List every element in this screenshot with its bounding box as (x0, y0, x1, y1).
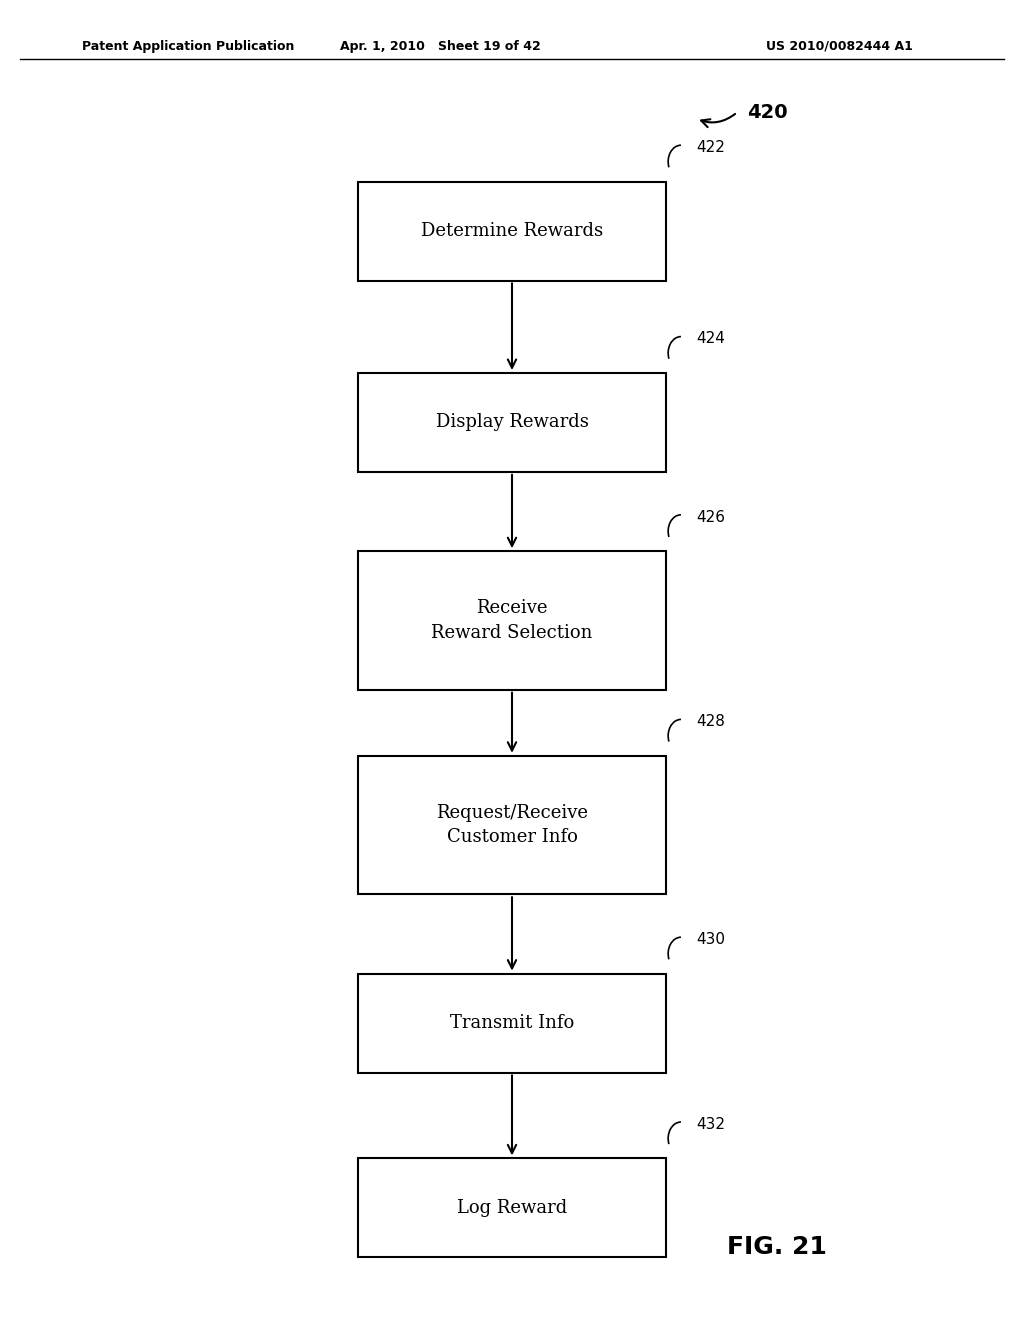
FancyBboxPatch shape (358, 552, 666, 689)
Text: 426: 426 (696, 510, 725, 524)
Text: 432: 432 (696, 1117, 725, 1131)
Text: Log Reward: Log Reward (457, 1199, 567, 1217)
Text: Request/Receive
Customer Info: Request/Receive Customer Info (436, 804, 588, 846)
FancyBboxPatch shape (358, 372, 666, 471)
FancyBboxPatch shape (358, 974, 666, 1072)
Text: 422: 422 (696, 140, 725, 156)
Text: 428: 428 (696, 714, 725, 729)
Text: 430: 430 (696, 932, 725, 948)
Text: Receive
Reward Selection: Receive Reward Selection (431, 599, 593, 642)
FancyBboxPatch shape (358, 755, 666, 895)
Text: FIG. 21: FIG. 21 (727, 1236, 827, 1259)
Text: Display Rewards: Display Rewards (435, 413, 589, 432)
Text: Apr. 1, 2010   Sheet 19 of 42: Apr. 1, 2010 Sheet 19 of 42 (340, 40, 541, 53)
FancyBboxPatch shape (358, 1159, 666, 1257)
Text: 424: 424 (696, 331, 725, 346)
Text: 420: 420 (748, 103, 788, 121)
Text: Transmit Info: Transmit Info (450, 1014, 574, 1032)
Text: Determine Rewards: Determine Rewards (421, 222, 603, 240)
Text: Patent Application Publication: Patent Application Publication (82, 40, 294, 53)
Text: US 2010/0082444 A1: US 2010/0082444 A1 (766, 40, 913, 53)
FancyBboxPatch shape (358, 181, 666, 281)
